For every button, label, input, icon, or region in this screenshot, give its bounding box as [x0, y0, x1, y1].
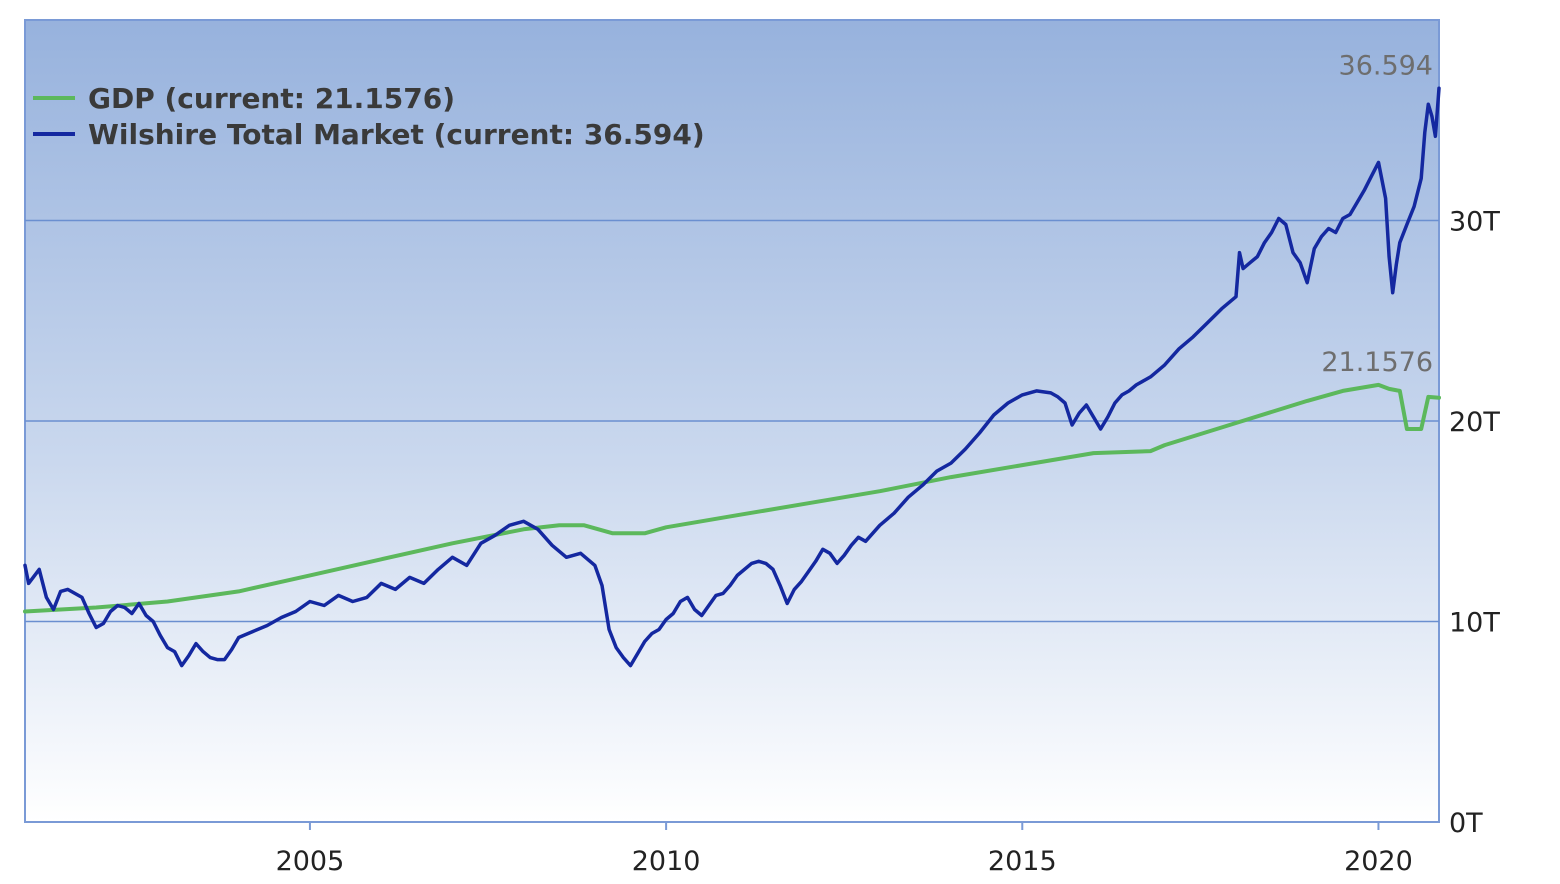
y-tick-label: 0T	[1449, 808, 1483, 839]
series-line-gdp	[23, 382, 1441, 614]
x-tick-label: 2020	[1344, 846, 1413, 877]
x-tick-label: 2010	[632, 846, 701, 877]
axes: 0T 10T 20T 30T 2005 2010 2015 2020	[276, 207, 1501, 878]
grid	[25, 219, 1439, 623]
x-tick-label: 2005	[276, 846, 345, 877]
series-line-wilshire-total-market	[23, 86, 1441, 668]
series-layer	[23, 86, 1441, 668]
x-tick-label: 2015	[988, 846, 1057, 877]
legend-label: GDP (current: 21.1576)	[88, 82, 455, 115]
y-tick-label: 10T	[1449, 608, 1500, 639]
legend: GDP (current: 21.1576)Wilshire Total Mar…	[33, 82, 705, 151]
annotations: 36.594 21.1576	[1321, 50, 1433, 378]
legend-label: Wilshire Total Market (current: 36.594)	[88, 118, 705, 151]
y-tick-label: 30T	[1449, 207, 1500, 238]
y-tick-label: 20T	[1449, 407, 1500, 438]
value-annotation: 21.1576	[1321, 347, 1433, 378]
value-annotation: 36.594	[1339, 50, 1433, 81]
